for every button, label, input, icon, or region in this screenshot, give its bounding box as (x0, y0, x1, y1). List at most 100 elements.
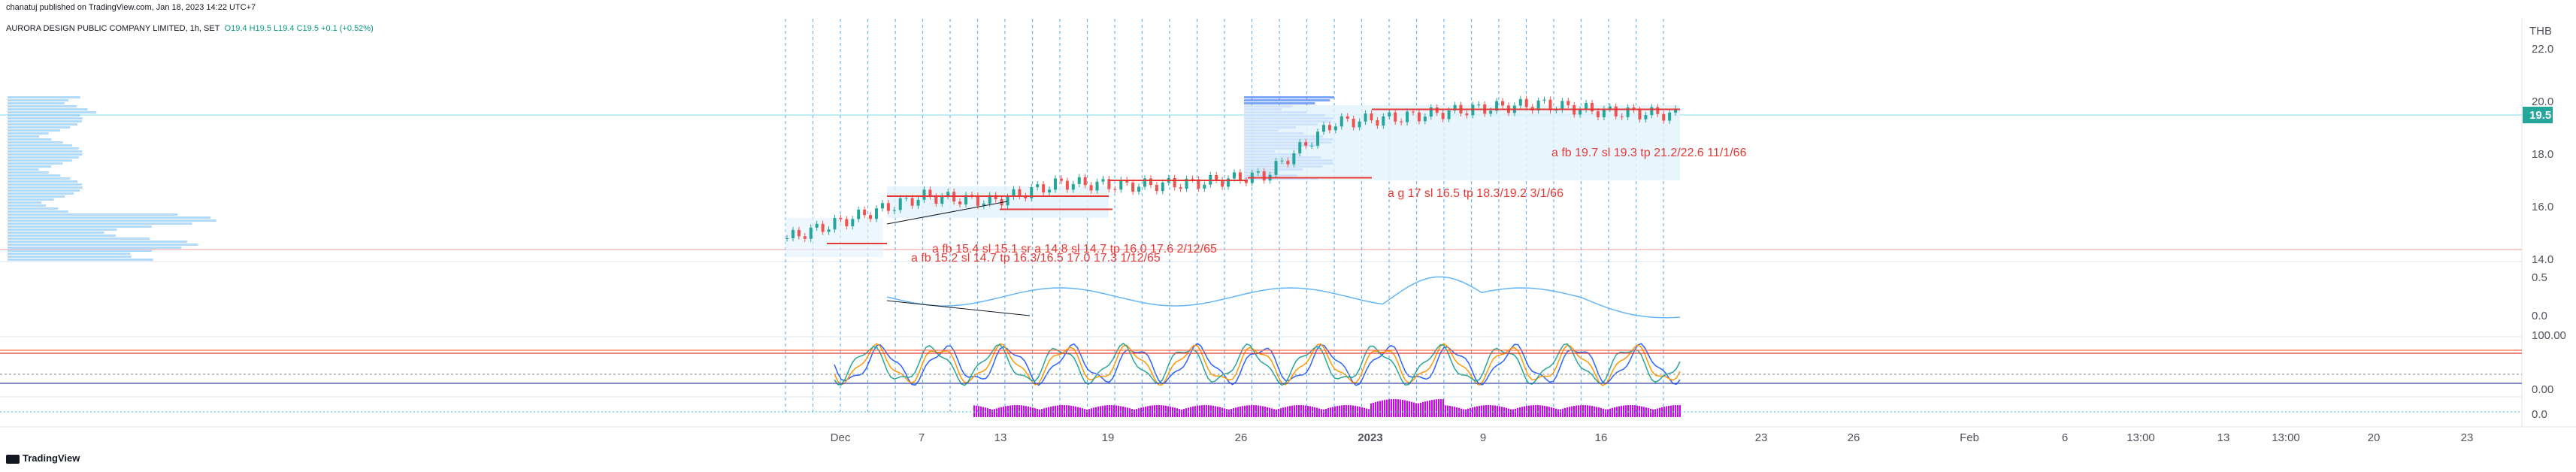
volume-bar (1325, 408, 1327, 417)
volume-bar (1109, 405, 1110, 417)
volume-bar (1384, 400, 1385, 417)
volume-bar (1641, 406, 1642, 417)
volume-bar (1442, 399, 1444, 417)
volume-bar (1300, 405, 1302, 417)
candle-body (1560, 101, 1564, 110)
volume-bar (1258, 405, 1259, 417)
volume-bar (1082, 408, 1083, 417)
volume-bar (976, 405, 977, 417)
volume-bar (1158, 405, 1160, 417)
volume-bar (1366, 408, 1367, 417)
volume-bar (1061, 405, 1063, 417)
volume-profile-bar (8, 120, 82, 123)
published-note: chanatuj published on TradingView.com, J… (6, 3, 256, 12)
price-tick-label: 22.0 (2532, 43, 2553, 56)
volume-bar (1445, 405, 1446, 417)
volume-bar (1447, 405, 1448, 417)
price-tick-label: 18.0 (2532, 148, 2553, 161)
candle-body (1113, 189, 1117, 190)
volume-bar (1555, 408, 1557, 417)
candle-body (904, 198, 908, 199)
volume-profile-bar (8, 228, 117, 231)
volume-bar (1580, 405, 1582, 417)
candle-body (845, 219, 849, 226)
candle-body (1065, 180, 1069, 190)
volume-bar (1212, 405, 1214, 417)
volume-bar (1467, 408, 1469, 417)
volume-profile-bar (8, 156, 79, 159)
candle-body (1298, 142, 1302, 153)
volume-bar (1136, 409, 1137, 417)
volume-bar (1269, 407, 1270, 417)
candle-body (1137, 186, 1141, 192)
volume-bar (1600, 407, 1602, 417)
price-tick-label: 14.0 (2532, 253, 2553, 266)
volume-bar (1276, 409, 1277, 417)
volume-profile-bar (8, 96, 80, 98)
change-value: +0.1 (+0.52%) (321, 24, 374, 33)
volume-profile-bar (8, 189, 80, 192)
candle-body (1018, 189, 1022, 196)
volume-bar (1296, 405, 1297, 417)
candle-body (1376, 120, 1379, 126)
volume-bar (1368, 409, 1370, 417)
volume-profile-bar (8, 204, 47, 207)
volume-bar (1115, 405, 1117, 417)
volume-bar (1242, 406, 1243, 417)
volume-bar (1607, 409, 1609, 417)
candle-body (851, 219, 855, 226)
volume-bar (1375, 401, 1376, 417)
volume-bar (1560, 409, 1561, 417)
tradingview-icon (6, 454, 20, 464)
volume-bar (1064, 405, 1065, 417)
candle-body (1524, 98, 1528, 107)
volume-bar (1427, 401, 1428, 417)
volume-bar (1355, 405, 1356, 417)
volume-bar (1264, 407, 1266, 417)
volume-profile-bar (8, 186, 83, 189)
volume-bar (1528, 405, 1530, 417)
volume-bar (1037, 409, 1038, 417)
candle-body (916, 199, 920, 206)
volume-bar (1235, 407, 1237, 417)
volume-bar (1576, 405, 1577, 417)
stochastic-line (834, 343, 1681, 386)
candle-body (976, 195, 979, 206)
candle-body (1638, 110, 1642, 120)
volume-bar (1014, 405, 1016, 417)
volume-bar (1050, 406, 1052, 417)
candle-body (958, 201, 962, 204)
volume-bar (1165, 405, 1167, 417)
volume-profile-bar (8, 135, 40, 138)
stochastic-line (834, 343, 1681, 386)
volume-bar (1145, 406, 1146, 417)
volume-bar (1113, 405, 1115, 417)
candle-body (880, 203, 884, 209)
volume-bar (1185, 408, 1187, 417)
volume-bar (1163, 405, 1164, 417)
volume-bar (1585, 405, 1586, 417)
volume-bar (1542, 405, 1543, 417)
volume-profile-bar (8, 174, 61, 177)
range-box (1244, 105, 1680, 180)
volume-bar (1341, 405, 1342, 417)
candle-body (1608, 106, 1612, 109)
candle-body (1656, 107, 1660, 114)
candle-body (1674, 108, 1678, 113)
volume-bar (1070, 405, 1072, 417)
symbol-legend: AURORA DESIGN PUBLIC COMPANY LIMITED, 1h… (6, 24, 374, 33)
volume-bar (1073, 406, 1074, 417)
volume-profile-bar (8, 117, 83, 120)
close-value: C19.5 (296, 24, 319, 33)
volume-bar (1251, 405, 1252, 417)
volume-bar (1618, 406, 1620, 417)
candle-body (922, 189, 926, 200)
candle-body (1256, 171, 1260, 173)
volume-bar (1557, 409, 1559, 417)
volume-bar (1093, 407, 1094, 417)
candle-body (809, 227, 813, 239)
volume-bar (1348, 405, 1349, 417)
volume-bar (1458, 407, 1460, 417)
volume-bar (1519, 407, 1521, 417)
